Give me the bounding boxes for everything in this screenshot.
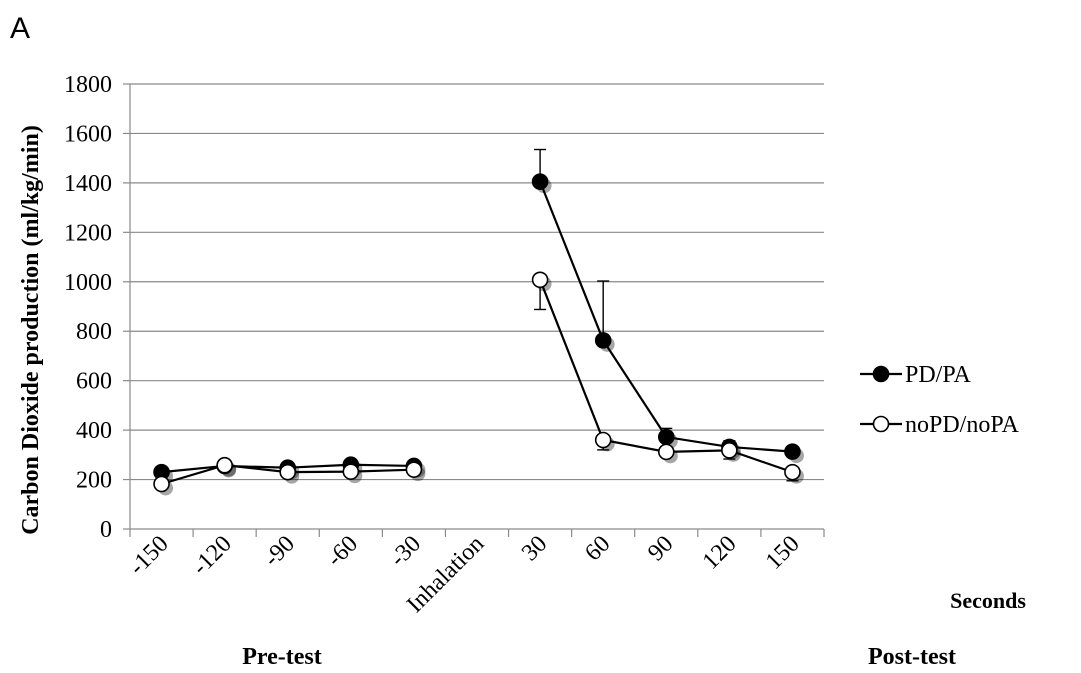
x-tick-label: -60 [322, 531, 363, 572]
gridlines [130, 83, 824, 481]
x-tick-label: 90 [643, 531, 678, 566]
data-point [657, 443, 675, 461]
x-tick-label: -120 [187, 531, 236, 580]
series-pd-pa [153, 148, 804, 484]
data-point [216, 456, 233, 474]
y-tick-label: 200 [76, 468, 112, 494]
panel-label: A [10, 12, 30, 45]
data-point [342, 463, 360, 480]
x-tick-label: -30 [385, 531, 426, 572]
y-tick-label: 600 [76, 369, 112, 395]
y-tick-label: 800 [76, 319, 112, 345]
series-nopd-nopa [153, 271, 804, 496]
axes [123, 83, 825, 537]
x-tick-label: 60 [580, 531, 615, 566]
data-point [594, 332, 612, 349]
y-tick-label: 1800 [64, 72, 112, 98]
series-group [153, 148, 804, 496]
x-tick-label: -150 [124, 531, 173, 580]
data-point [531, 271, 549, 289]
y-axis-label: Carbon Dioxide production (ml/kg/min) [18, 125, 44, 535]
data-point [279, 463, 297, 481]
y-tick-label: 1200 [64, 220, 112, 246]
legend: PD/PA noPD/noPA [860, 362, 1019, 438]
y-tick-label: 1000 [64, 270, 112, 296]
phase-label-pre: Pre-test [242, 644, 322, 670]
y-tick-label: 0 [100, 517, 112, 543]
data-point [153, 475, 170, 493]
data-point [784, 463, 801, 481]
legend-label: noPD/noPA [905, 412, 1019, 438]
data-point [594, 431, 612, 449]
x-tick-label: 120 [698, 531, 742, 575]
data-point [784, 443, 801, 460]
x-axis-label: Seconds [950, 588, 1026, 613]
y-tick-label: 1400 [64, 171, 112, 197]
x-tick-label: 150 [761, 531, 805, 575]
x-tick-label: -90 [259, 531, 300, 572]
y-tick-label: 400 [76, 418, 112, 444]
data-point [405, 461, 423, 478]
legend-label: PD/PA [905, 362, 971, 388]
series-line [539, 181, 793, 453]
y-tick-labels: 0 200 400 600 800 1000 1200 1400 1600 1800 [64, 72, 112, 543]
legend-marker [872, 415, 890, 433]
data-point [531, 173, 549, 190]
y-tick-label: 1600 [64, 121, 112, 147]
legend-marker [872, 365, 890, 383]
data-point [721, 442, 738, 459]
data-point [657, 428, 675, 446]
phase-label-post: Post-test [868, 644, 956, 670]
x-tick-label: 30 [517, 531, 552, 566]
